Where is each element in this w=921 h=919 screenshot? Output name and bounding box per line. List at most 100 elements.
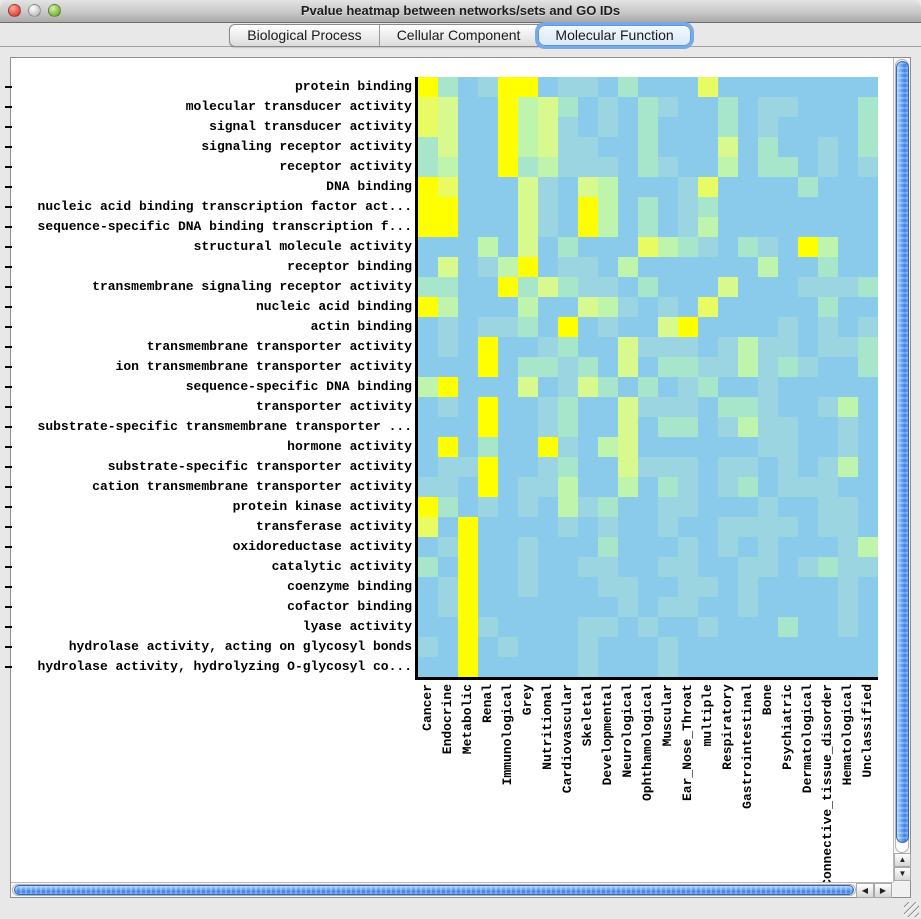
heatmap-cell xyxy=(478,597,498,617)
heatmap-cell xyxy=(438,497,458,517)
heatmap-cell xyxy=(438,557,458,577)
heatmap-cell xyxy=(518,237,538,257)
heatmap-cell xyxy=(658,317,678,337)
heatmap-cell xyxy=(478,97,498,117)
heatmap-cell xyxy=(558,377,578,397)
heatmap-cell xyxy=(718,97,738,117)
heatmap-cell xyxy=(798,277,818,297)
scroll-down-button[interactable]: ▼ xyxy=(894,867,911,881)
heatmap-cell xyxy=(638,537,658,557)
heatmap-cell xyxy=(418,637,438,657)
heatmap-cell xyxy=(778,457,798,477)
row-label: coenzyme binding xyxy=(287,579,412,594)
heatmap-cell xyxy=(458,657,478,677)
scroll-right-button[interactable]: ▶ xyxy=(874,883,892,898)
heatmap-cell xyxy=(418,97,438,117)
resize-grip[interactable] xyxy=(904,902,919,917)
heatmap-cell xyxy=(538,437,558,457)
heatmap-cell xyxy=(558,257,578,277)
heatmap-cell xyxy=(658,197,678,217)
heatmap-cell xyxy=(578,97,598,117)
heatmap-cell xyxy=(518,337,538,357)
heatmap-cell xyxy=(798,657,818,677)
tab-molecular-function[interactable]: Molecular Function xyxy=(538,25,691,46)
y-axis-tick xyxy=(5,426,12,428)
heatmap-cell xyxy=(618,157,638,177)
close-button[interactable] xyxy=(8,4,21,17)
y-axis-tick xyxy=(5,286,12,288)
heatmap-cell xyxy=(558,457,578,477)
heatmap-cell xyxy=(738,557,758,577)
heatmap-cell xyxy=(718,437,738,457)
title-bar[interactable]: Pvalue heatmap between networks/sets and… xyxy=(0,0,921,23)
heatmap-cell xyxy=(818,537,838,557)
heatmap-cell xyxy=(818,157,838,177)
heatmap-cell xyxy=(618,337,638,357)
heatmap-cell xyxy=(738,217,758,237)
heatmap-cell xyxy=(478,117,498,137)
heatmap-cell xyxy=(478,397,498,417)
row-label: hormone activity xyxy=(287,439,412,454)
heatmap-cell xyxy=(798,257,818,277)
heatmap-cell xyxy=(658,277,678,297)
heatmap-cell xyxy=(718,177,738,197)
tab-biological-process[interactable]: Biological Process xyxy=(230,25,380,46)
heatmap-cell xyxy=(498,517,518,537)
heatmap-cell xyxy=(578,397,598,417)
vertical-scroll-track[interactable] xyxy=(895,59,909,853)
heatmap-cell xyxy=(698,637,718,657)
heatmap-cell xyxy=(778,177,798,197)
heatmap-cell xyxy=(458,217,478,237)
heatmap-cell xyxy=(418,297,438,317)
scroll-up-button[interactable]: ▲ xyxy=(894,853,911,867)
heatmap-cell xyxy=(698,137,718,157)
heatmap-cell xyxy=(838,297,858,317)
heatmap-cell xyxy=(658,377,678,397)
heatmap-cell xyxy=(478,77,498,97)
heatmap-cell xyxy=(578,457,598,477)
horizontal-scroll-thumb[interactable] xyxy=(14,885,854,895)
heatmap-cell xyxy=(558,337,578,357)
row-label: transmembrane signaling receptor activit… xyxy=(92,279,412,294)
heatmap-cell xyxy=(698,317,718,337)
heatmap-cell xyxy=(778,597,798,617)
heatmap-cell xyxy=(658,617,678,637)
heatmap-cell xyxy=(618,317,638,337)
heatmap-cell xyxy=(498,597,518,617)
heatmap-cell xyxy=(778,417,798,437)
heatmap-cell xyxy=(858,537,878,557)
heatmap-cell xyxy=(838,457,858,477)
heatmap-cell xyxy=(418,517,438,537)
heatmap-cell xyxy=(818,437,838,457)
heatmap-cell xyxy=(518,657,538,677)
heatmap-cell xyxy=(538,357,558,377)
heatmap-cell xyxy=(478,437,498,457)
scroll-left-button[interactable]: ◀ xyxy=(856,883,874,898)
heatmap-cell xyxy=(838,477,858,497)
heatmap-cell xyxy=(578,477,598,497)
heatmap-cell xyxy=(758,497,778,517)
heatmap-cell xyxy=(818,417,838,437)
heatmap-cell xyxy=(518,77,538,97)
minimize-button[interactable] xyxy=(28,4,41,17)
horizontal-scroll-track[interactable] xyxy=(12,884,856,896)
heatmap-cell xyxy=(858,497,878,517)
column-label: Ophthamological xyxy=(640,684,655,802)
heatmap-cell xyxy=(658,337,678,357)
heatmap-cell xyxy=(658,297,678,317)
tab-cellular-component[interactable]: Cellular Component xyxy=(380,25,539,46)
zoom-button[interactable] xyxy=(48,4,61,17)
vertical-scroll-thumb[interactable] xyxy=(896,61,909,843)
heatmap-cell xyxy=(738,637,758,657)
heatmap-cell xyxy=(778,157,798,177)
heatmap-cell xyxy=(758,117,778,137)
heatmap-cell xyxy=(618,597,638,617)
heatmap-cell xyxy=(818,177,838,197)
vertical-scrollbar[interactable]: ▲ ▼ xyxy=(893,58,911,882)
heatmap-cell xyxy=(658,177,678,197)
heatmap-cell xyxy=(698,197,718,217)
horizontal-scrollbar[interactable]: ◀ ▶ xyxy=(11,882,893,898)
heatmap-cell xyxy=(698,277,718,297)
heatmap-cell xyxy=(678,497,698,517)
heatmap-cell xyxy=(638,137,658,157)
